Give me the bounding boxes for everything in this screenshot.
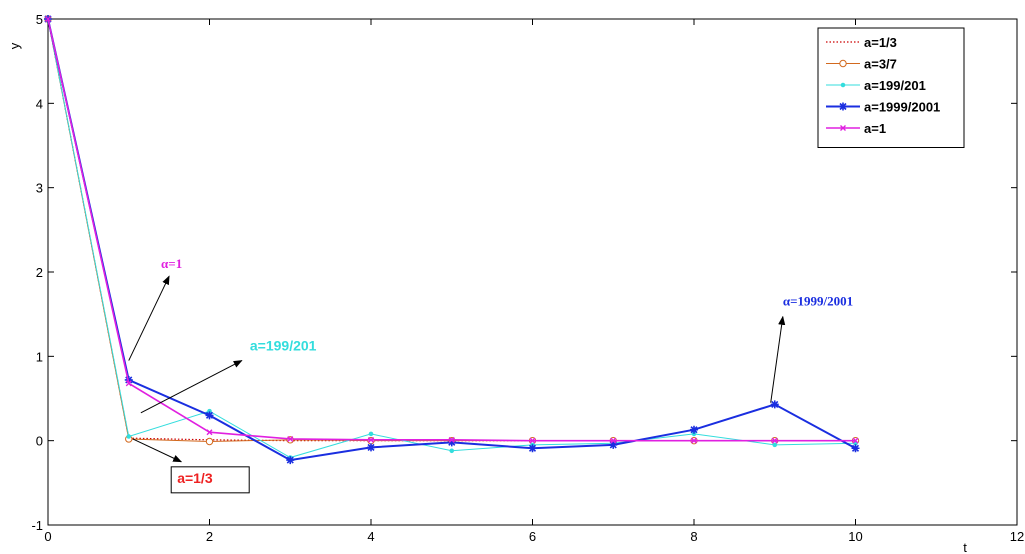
- x-tick-label: 8: [690, 529, 697, 544]
- data-point: [840, 82, 846, 88]
- series-line: [47, 18, 856, 462]
- legend-entry-1: a=1/3: [826, 35, 897, 50]
- data-point: [690, 425, 698, 434]
- series-4: [44, 15, 860, 465]
- legend-label: a=1: [864, 121, 886, 136]
- data-point: [609, 440, 618, 449]
- annotation-1: α=1: [128, 256, 182, 361]
- series-line: [47, 18, 856, 442]
- data-point: [840, 125, 846, 131]
- data-point: [449, 448, 455, 454]
- legend-box: [817, 27, 965, 148]
- y-axis-label: y: [7, 42, 22, 49]
- y-tick-label: 5: [36, 12, 43, 27]
- y-tick-label: 3: [36, 181, 43, 196]
- y-tick-label: 0: [36, 434, 43, 449]
- data-point: [367, 443, 375, 452]
- data-point: [125, 380, 132, 387]
- data-point: [368, 436, 374, 443]
- data-point: [286, 456, 295, 465]
- annotation-3: α=1999/2001: [770, 294, 853, 403]
- data-point: [45, 16, 51, 22]
- data-point: [528, 444, 537, 453]
- annotation-layer: α=1 a=199/201 α=1999/2001 a=1/3: [128, 256, 853, 494]
- y-tick-label: 4: [36, 96, 43, 111]
- data-point: [447, 438, 456, 447]
- x-tick-label: 2: [206, 529, 213, 544]
- legend-entry-2: a=3/7: [826, 57, 897, 72]
- data-point: [529, 437, 536, 444]
- annotation-label: a=199/201: [250, 337, 317, 353]
- data-point: [205, 411, 214, 420]
- series-layer: [44, 15, 860, 465]
- data-point: [368, 431, 374, 437]
- annotation-arrow: [140, 360, 243, 414]
- legend-entry-3: a=199/201: [826, 78, 926, 93]
- data-point: [448, 436, 455, 443]
- data-point: [691, 437, 697, 444]
- x-tick-label: 6: [529, 529, 536, 544]
- data-point: [839, 59, 847, 68]
- series-2: [44, 15, 860, 446]
- x-tick-label: 0: [44, 529, 51, 544]
- legend-entry-4: a=1999/2001: [826, 100, 940, 115]
- data-point: [770, 400, 779, 409]
- legend-label: a=3/7: [864, 57, 897, 72]
- annotation-arrow: [770, 315, 786, 403]
- data-point: [206, 429, 213, 436]
- annotation-box: [170, 466, 250, 494]
- annotation-arrow: [132, 438, 183, 463]
- annotation-4: a=1/3: [132, 438, 250, 494]
- legend-label: a=1999/2001: [864, 100, 940, 115]
- x-tick-label: 10: [848, 529, 862, 544]
- legend: a=1/3 a=3/7 a=199/201 a=1999/2001 a=1: [817, 27, 965, 148]
- annotation-label: α=1: [161, 256, 182, 271]
- y-tick-label: 1: [36, 349, 43, 364]
- data-point: [839, 102, 847, 111]
- legend-entry-5: a=1: [826, 121, 886, 136]
- legend-label: a=199/201: [864, 78, 926, 93]
- data-point: [126, 434, 132, 439]
- data-point: [205, 437, 214, 446]
- annotation-label: α=1999/2001: [783, 294, 853, 309]
- data-point: [772, 442, 778, 448]
- annotation-arrow: [128, 275, 170, 361]
- x-axis-label: t: [963, 540, 967, 554]
- data-point: [610, 437, 617, 444]
- series-3: [45, 16, 858, 460]
- y-tick-label: 2: [36, 265, 43, 280]
- series-5: [45, 16, 859, 444]
- annotation-2: a=199/201: [140, 337, 317, 414]
- data-point: [287, 435, 294, 442]
- x-tick-label: 4: [367, 529, 374, 544]
- series-line: [47, 18, 856, 443]
- data-point: [852, 437, 859, 444]
- legend-label: a=1/3: [864, 35, 897, 50]
- data-point: [771, 437, 778, 444]
- data-point: [851, 444, 860, 453]
- y-tick-label: -1: [31, 518, 43, 533]
- series-1: [47, 18, 856, 442]
- series-line: [47, 18, 856, 442]
- annotation-label: a=1/3: [177, 470, 213, 486]
- series-line: [47, 18, 856, 459]
- x-tick-label: 12: [1010, 529, 1024, 544]
